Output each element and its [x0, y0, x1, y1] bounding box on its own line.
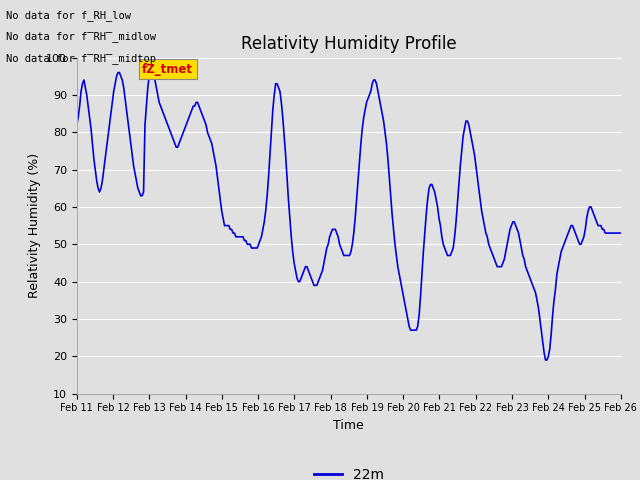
- Legend: 22m: 22m: [308, 462, 389, 480]
- Text: No data for f_RH_low: No data for f_RH_low: [6, 10, 131, 21]
- Y-axis label: Relativity Humidity (%): Relativity Humidity (%): [28, 153, 40, 298]
- Text: No data for f̅RH̅_midtop: No data for f̅RH̅_midtop: [6, 53, 156, 64]
- Text: No data for f̅RH̅_midlow: No data for f̅RH̅_midlow: [6, 31, 156, 42]
- X-axis label: Time: Time: [333, 419, 364, 432]
- Text: fZ_tmet: fZ_tmet: [142, 62, 193, 75]
- Title: Relativity Humidity Profile: Relativity Humidity Profile: [241, 35, 456, 53]
